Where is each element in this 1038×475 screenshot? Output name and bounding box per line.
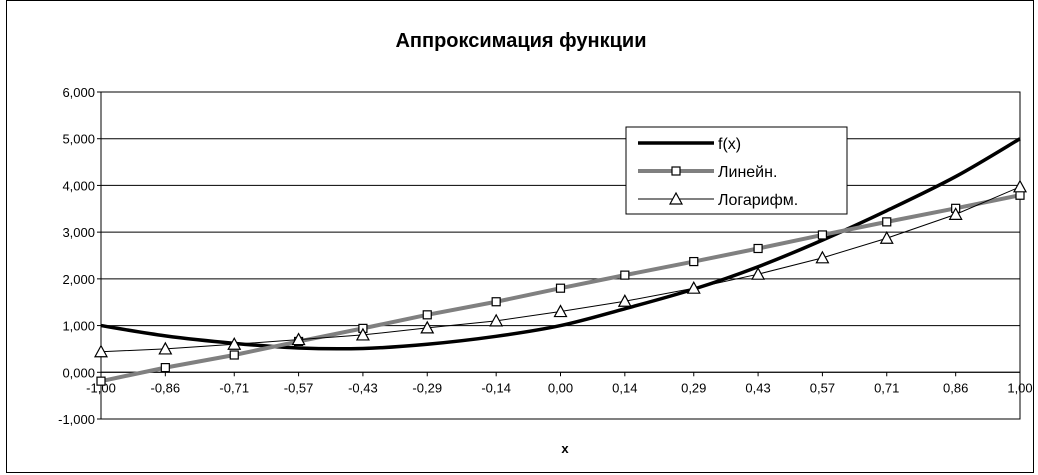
chart-svg: Аппроксимация функции -1,000 0,000 1,000 2,0…	[58, 30, 1033, 456]
data-point-linear	[229, 350, 239, 360]
data-point-linear	[160, 363, 170, 373]
data-point-log	[553, 304, 568, 318]
data-point-log	[617, 294, 632, 307]
x-tick-label: 0,71	[874, 380, 899, 395]
x-tick-label: -0,71	[219, 380, 249, 395]
legend-marker-triangle	[668, 191, 684, 205]
y-tick-label: 4,000	[62, 178, 95, 193]
x-tick-label: 0,00	[548, 380, 573, 395]
x-tick-label: -0,29	[412, 380, 442, 395]
data-point-log	[751, 266, 766, 280]
chart-area: Аппроксимация функции -1,000 0,000 1,000 2,0…	[6, 0, 1034, 473]
data-point-log	[489, 313, 504, 327]
data-point-log	[815, 250, 830, 264]
data-point-linear	[817, 230, 828, 240]
plot-area	[100, 91, 1021, 420]
y-tick-label: 2,000	[62, 272, 95, 287]
x-tick-label: 0,86	[943, 380, 968, 395]
x-tick-label: -0,14	[481, 380, 511, 395]
data-point-log	[291, 332, 306, 346]
data-point-linear	[422, 310, 432, 320]
data-point-linear	[753, 243, 763, 254]
data-point-log	[686, 280, 701, 294]
data-point-linear	[555, 283, 566, 293]
data-point-log	[879, 230, 894, 244]
legend-label: Линейн.	[718, 164, 777, 181]
data-point-linear	[491, 297, 501, 307]
y-tick-label: 3,000	[62, 225, 95, 240]
y-tick-label: 1,000	[62, 319, 95, 334]
x-axis-label: x	[561, 441, 569, 456]
y-tick-label: 6,000	[62, 85, 95, 100]
x-tick-label: 1,00	[1007, 380, 1032, 395]
data-point-log	[93, 344, 109, 358]
x-tick-label: -0,86	[151, 380, 181, 395]
data-point-log	[158, 341, 173, 355]
series-line-fx	[100, 137, 1021, 351]
x-tick-label: 0,57	[810, 380, 835, 395]
legend-label: f(x)	[718, 136, 741, 153]
data-point-log	[420, 320, 435, 334]
chart-title: Аппроксимация функции	[395, 30, 646, 52]
data-point-log	[1012, 179, 1028, 193]
data-point-log	[948, 207, 963, 220]
data-point-log	[227, 337, 242, 350]
x-tick-label: 0,14	[612, 380, 637, 395]
data-point-log	[355, 327, 370, 341]
data-point-linear	[882, 217, 892, 227]
y-tick-label: 5,000	[62, 132, 95, 147]
data-point-linear	[689, 256, 699, 267]
y-tick-label: -1,000	[58, 412, 95, 427]
x-tick-label: -0,43	[348, 380, 378, 395]
data-point-linear	[620, 270, 630, 280]
y-tick-label: 0,000	[62, 365, 95, 380]
legend-label: Логарифм.	[718, 192, 798, 209]
legend-marker-square	[671, 166, 681, 176]
data-point-linear	[96, 376, 106, 386]
x-tick-label: 0,43	[745, 380, 770, 395]
x-tick-label: -1,00	[86, 380, 116, 395]
x-tick-label: 0,29	[681, 380, 706, 395]
x-tick-label: -0,57	[284, 380, 314, 395]
data-point-linear	[1015, 190, 1025, 200]
